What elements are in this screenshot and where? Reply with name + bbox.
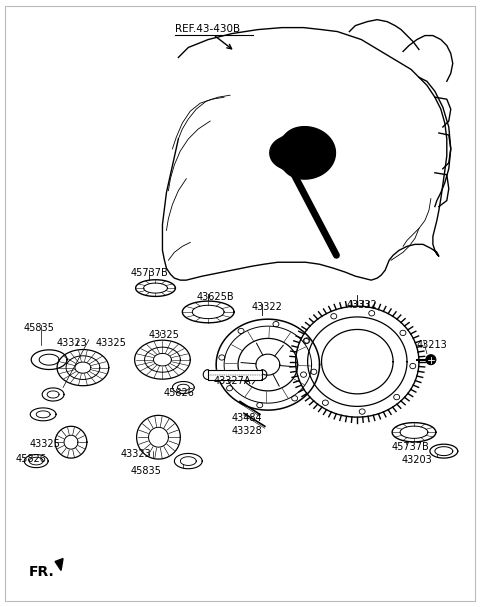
Text: 43203: 43203: [401, 455, 432, 465]
Text: 43325: 43325: [96, 338, 127, 348]
Text: REF.43-430B: REF.43-430B: [175, 24, 240, 33]
Text: 43325: 43325: [29, 439, 60, 449]
Text: 43323: 43323: [56, 338, 87, 348]
Text: 43325: 43325: [148, 330, 180, 340]
Text: FR.: FR.: [29, 566, 55, 580]
Text: 43213: 43213: [417, 340, 448, 350]
Text: 43322: 43322: [252, 302, 283, 312]
Text: 43323: 43323: [120, 449, 152, 459]
Text: 45826: 45826: [15, 454, 46, 464]
Text: 43327A: 43327A: [213, 376, 251, 385]
Circle shape: [426, 354, 436, 365]
Polygon shape: [270, 127, 336, 179]
Polygon shape: [55, 558, 63, 571]
Text: 43625B: 43625B: [196, 292, 234, 302]
Text: 45826: 45826: [164, 387, 194, 398]
Text: 45737B: 45737B: [131, 268, 168, 278]
Text: 45737B: 45737B: [391, 442, 429, 452]
Text: 43332: 43332: [347, 300, 377, 310]
Text: 45835: 45835: [23, 323, 54, 333]
Text: 43484: 43484: [232, 413, 263, 423]
Text: 43328: 43328: [232, 426, 263, 436]
Text: 45835: 45835: [131, 466, 161, 476]
Polygon shape: [208, 370, 262, 379]
